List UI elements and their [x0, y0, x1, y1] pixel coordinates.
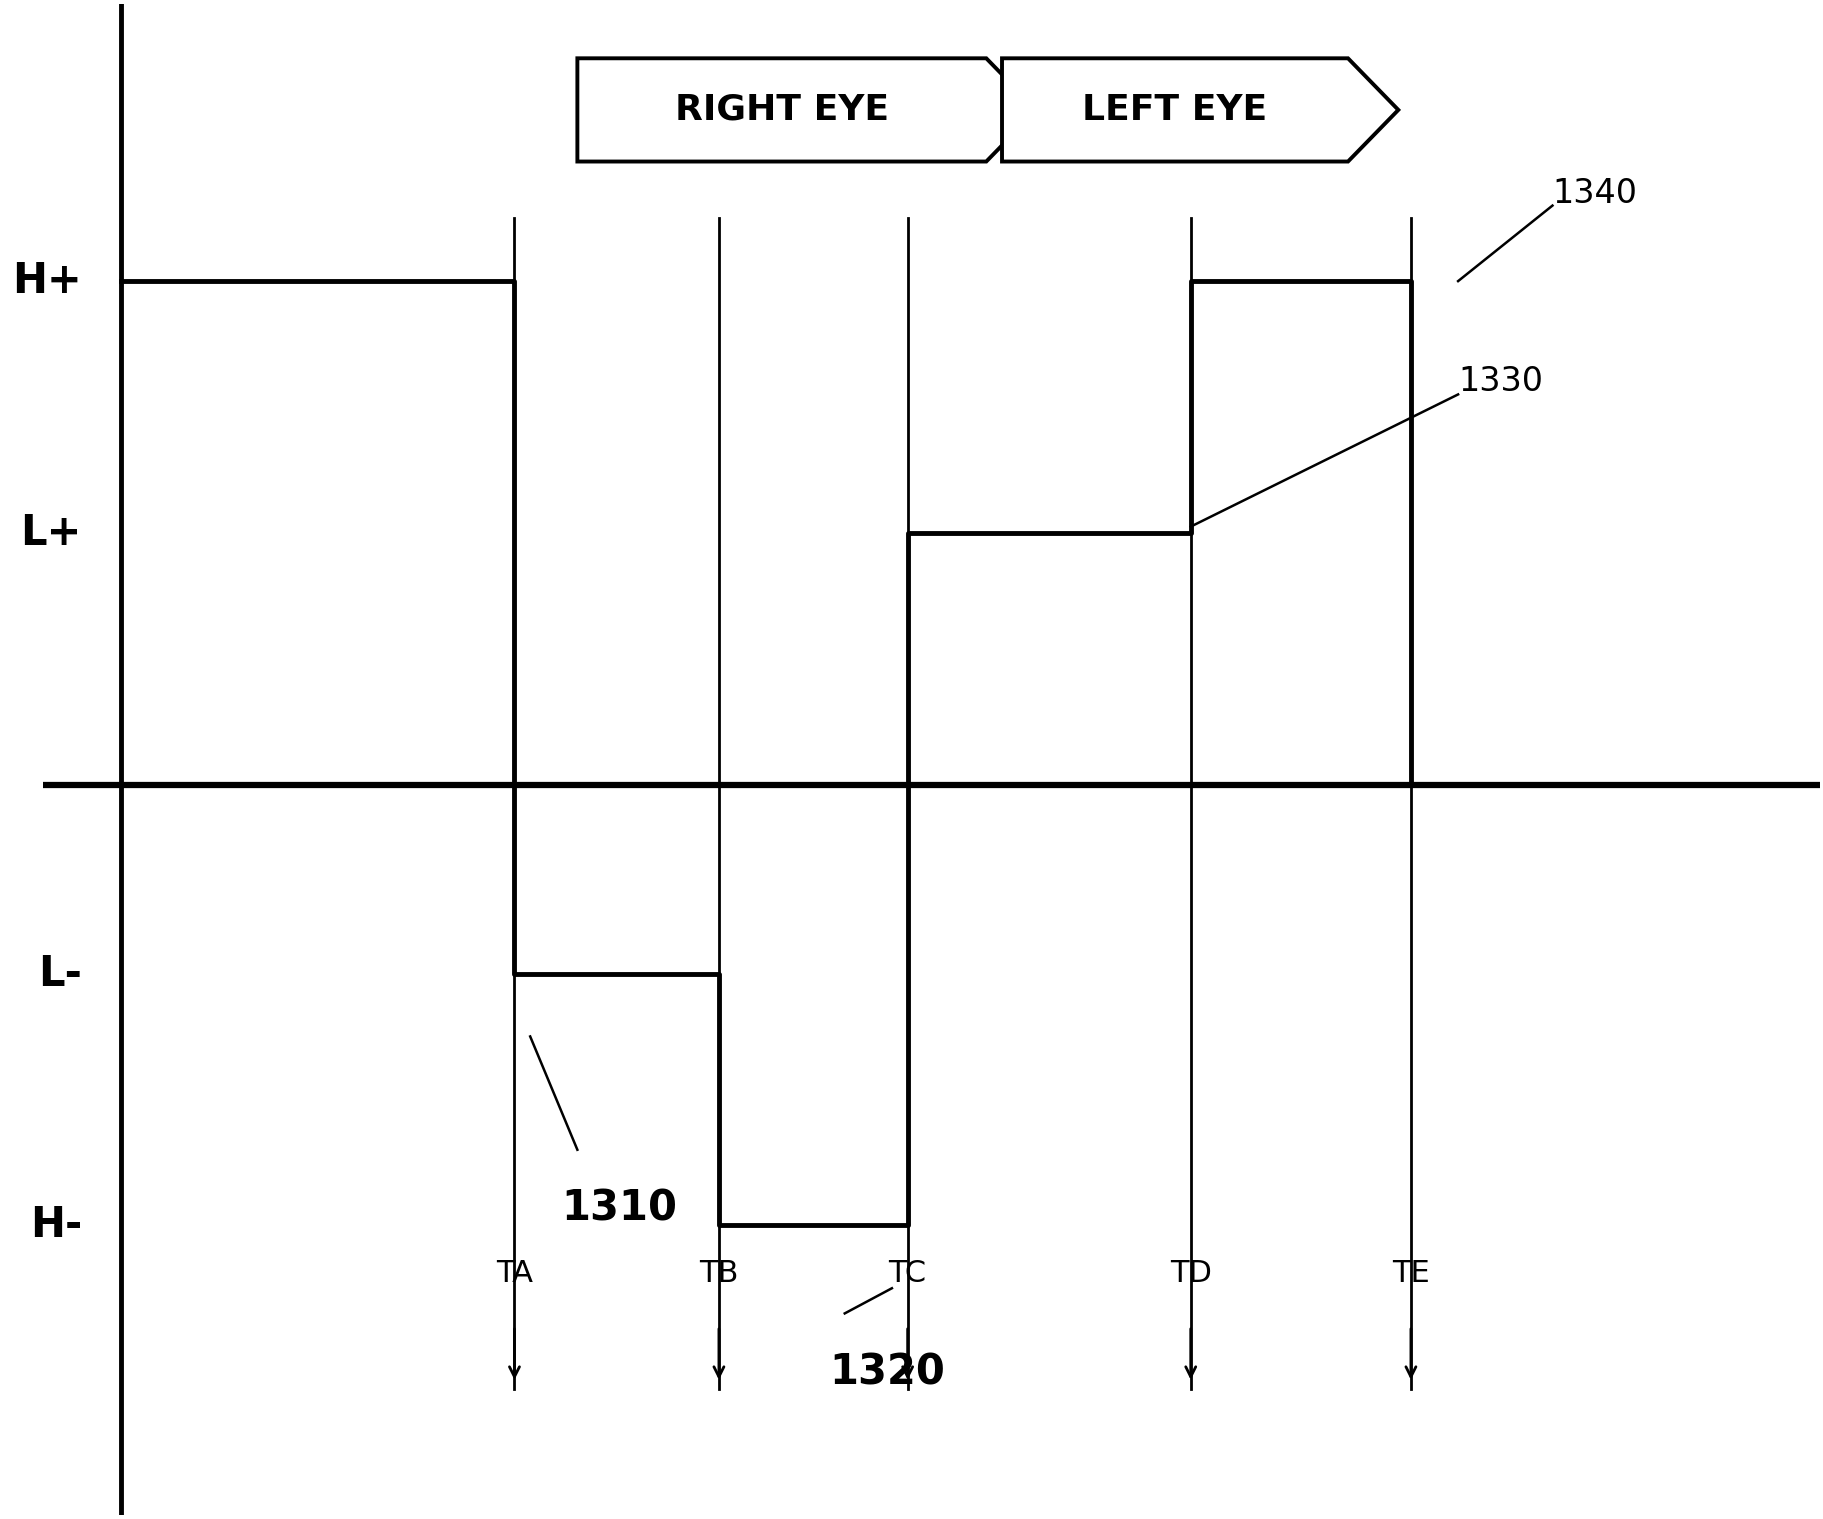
Text: TD: TD: [1169, 1259, 1210, 1288]
Text: TA: TA: [496, 1259, 532, 1288]
Text: 1340: 1340: [1551, 176, 1637, 210]
Text: TB: TB: [698, 1259, 738, 1288]
Text: L+: L+: [20, 512, 82, 554]
Text: LEFT EYE: LEFT EYE: [1081, 93, 1267, 128]
Text: 1320: 1320: [829, 1352, 944, 1393]
Text: TE: TE: [1391, 1259, 1429, 1288]
Text: L-: L-: [38, 952, 82, 995]
Polygon shape: [578, 58, 1035, 161]
Polygon shape: [1001, 58, 1398, 161]
Text: H-: H-: [29, 1205, 82, 1246]
Text: 1310: 1310: [561, 1188, 678, 1229]
Text: H+: H+: [13, 260, 82, 302]
Text: RIGHT EYE: RIGHT EYE: [675, 93, 888, 128]
Text: 1330: 1330: [1457, 366, 1542, 398]
Text: TC: TC: [888, 1259, 926, 1288]
